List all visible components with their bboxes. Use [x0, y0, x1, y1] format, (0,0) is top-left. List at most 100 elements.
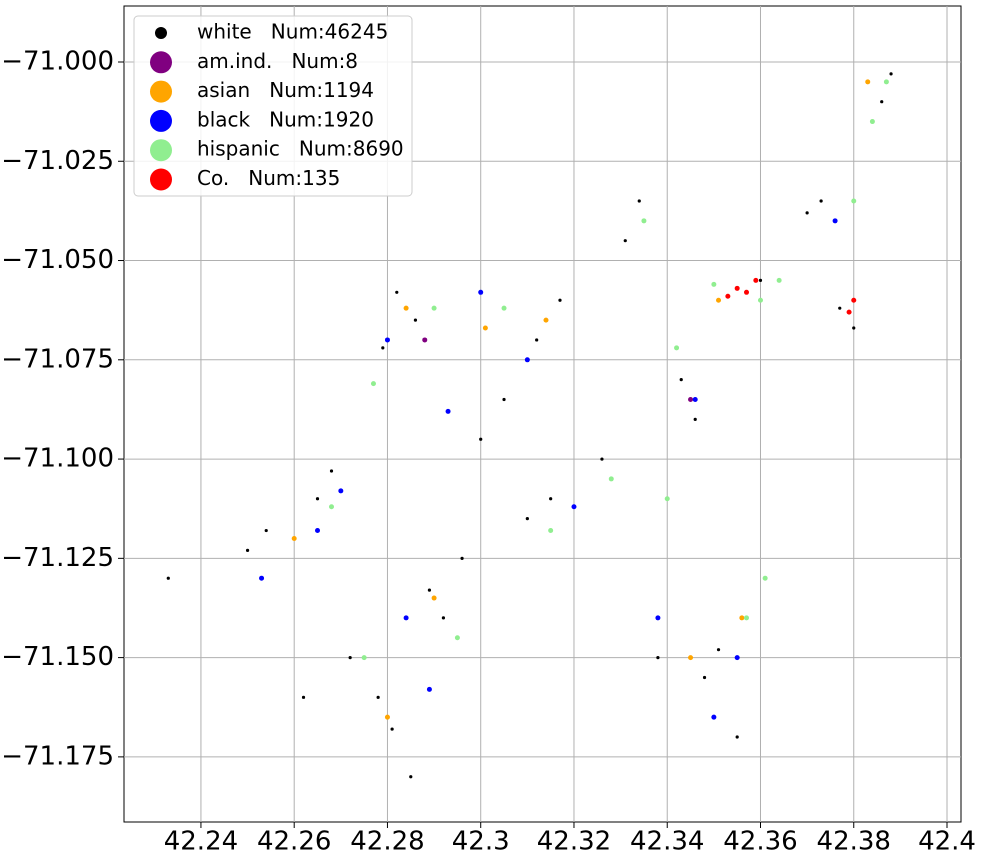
- point: [571, 504, 577, 510]
- x-tick-label: 42.36: [723, 827, 797, 857]
- y-tick-label: −71.075: [1, 344, 114, 374]
- legend-marker: [150, 139, 172, 162]
- point: [725, 293, 731, 299]
- point: [315, 528, 321, 534]
- legend-label: Co. Num:135: [197, 166, 340, 190]
- point: [655, 615, 661, 621]
- point: [301, 695, 306, 699]
- y-tick-label: −71.175: [1, 741, 114, 771]
- point: [739, 615, 745, 621]
- point: [501, 305, 507, 311]
- point: [535, 338, 539, 342]
- y-tick-label: −71.000: [1, 46, 114, 76]
- point: [600, 457, 604, 461]
- point: [819, 199, 823, 203]
- point: [482, 325, 488, 331]
- point: [805, 211, 809, 215]
- point: [413, 318, 418, 322]
- x-tick-label: 42.38: [817, 827, 891, 857]
- point: [776, 277, 782, 283]
- point: [558, 298, 562, 302]
- point: [865, 79, 871, 85]
- point: [384, 337, 390, 343]
- y-tick-label: −71.100: [1, 444, 114, 474]
- point: [883, 79, 889, 85]
- point: [525, 517, 529, 521]
- point: [422, 337, 428, 343]
- point: [880, 100, 884, 104]
- point: [381, 346, 385, 350]
- legend-label: hispanic Num:8690: [197, 137, 404, 161]
- x-tick-label: 42.32: [537, 827, 611, 857]
- point: [838, 306, 842, 310]
- point: [758, 278, 763, 282]
- point: [370, 381, 376, 387]
- point: [548, 528, 554, 534]
- point: [679, 378, 683, 382]
- point: [889, 72, 893, 76]
- legend-marker: [150, 109, 172, 132]
- point: [623, 239, 627, 243]
- legend-label: am.ind. Num:8: [197, 49, 358, 73]
- point: [338, 488, 344, 494]
- legend-marker: [150, 168, 172, 191]
- point: [757, 297, 763, 303]
- point: [711, 281, 717, 287]
- x-tick-label: 42.4: [918, 827, 976, 857]
- y-tick-label: −71.025: [1, 146, 114, 176]
- point: [431, 305, 437, 311]
- y-tick-label: −71.125: [1, 543, 114, 573]
- point: [403, 305, 409, 311]
- point: [384, 714, 390, 720]
- point: [376, 695, 380, 699]
- legend-label: white Num:46245: [197, 20, 388, 44]
- point: [716, 297, 722, 303]
- x-tick-label: 42.26: [257, 827, 331, 857]
- point: [608, 476, 614, 482]
- point: [460, 556, 464, 560]
- point: [702, 675, 707, 680]
- point: [744, 615, 750, 621]
- point: [524, 357, 530, 363]
- point: [479, 437, 483, 441]
- point: [641, 218, 647, 224]
- point: [852, 326, 856, 330]
- point: [762, 575, 768, 581]
- point: [753, 277, 759, 283]
- x-tick-label: 42.34: [630, 827, 704, 857]
- point: [543, 317, 549, 323]
- point: [445, 408, 451, 414]
- legend-marker: [150, 51, 172, 74]
- point: [656, 656, 660, 660]
- point: [426, 686, 432, 692]
- point: [744, 289, 750, 295]
- x-tick-label: 42.24: [164, 827, 238, 857]
- point: [264, 528, 268, 533]
- point: [734, 655, 740, 661]
- point: [395, 290, 399, 294]
- point: [851, 198, 857, 204]
- point: [846, 309, 852, 315]
- point: [664, 496, 670, 502]
- legend-label: asian Num:1194: [197, 78, 374, 102]
- x-tick-label: 42.28: [350, 827, 424, 857]
- legend-label: black Num:1920: [197, 107, 374, 131]
- legend-marker: [150, 80, 172, 103]
- point: [693, 417, 697, 421]
- point: [478, 289, 484, 295]
- point: [716, 648, 721, 652]
- point: [315, 497, 320, 501]
- point: [403, 615, 409, 621]
- point: [711, 714, 717, 720]
- point: [734, 285, 740, 291]
- point: [869, 119, 875, 125]
- point: [259, 575, 265, 581]
- point: [692, 397, 698, 403]
- point: [454, 635, 460, 641]
- point: [441, 616, 446, 620]
- point: [329, 469, 334, 473]
- point: [245, 548, 250, 552]
- point: [361, 655, 367, 661]
- x-tick-label: 42.3: [452, 827, 510, 857]
- point: [329, 504, 335, 510]
